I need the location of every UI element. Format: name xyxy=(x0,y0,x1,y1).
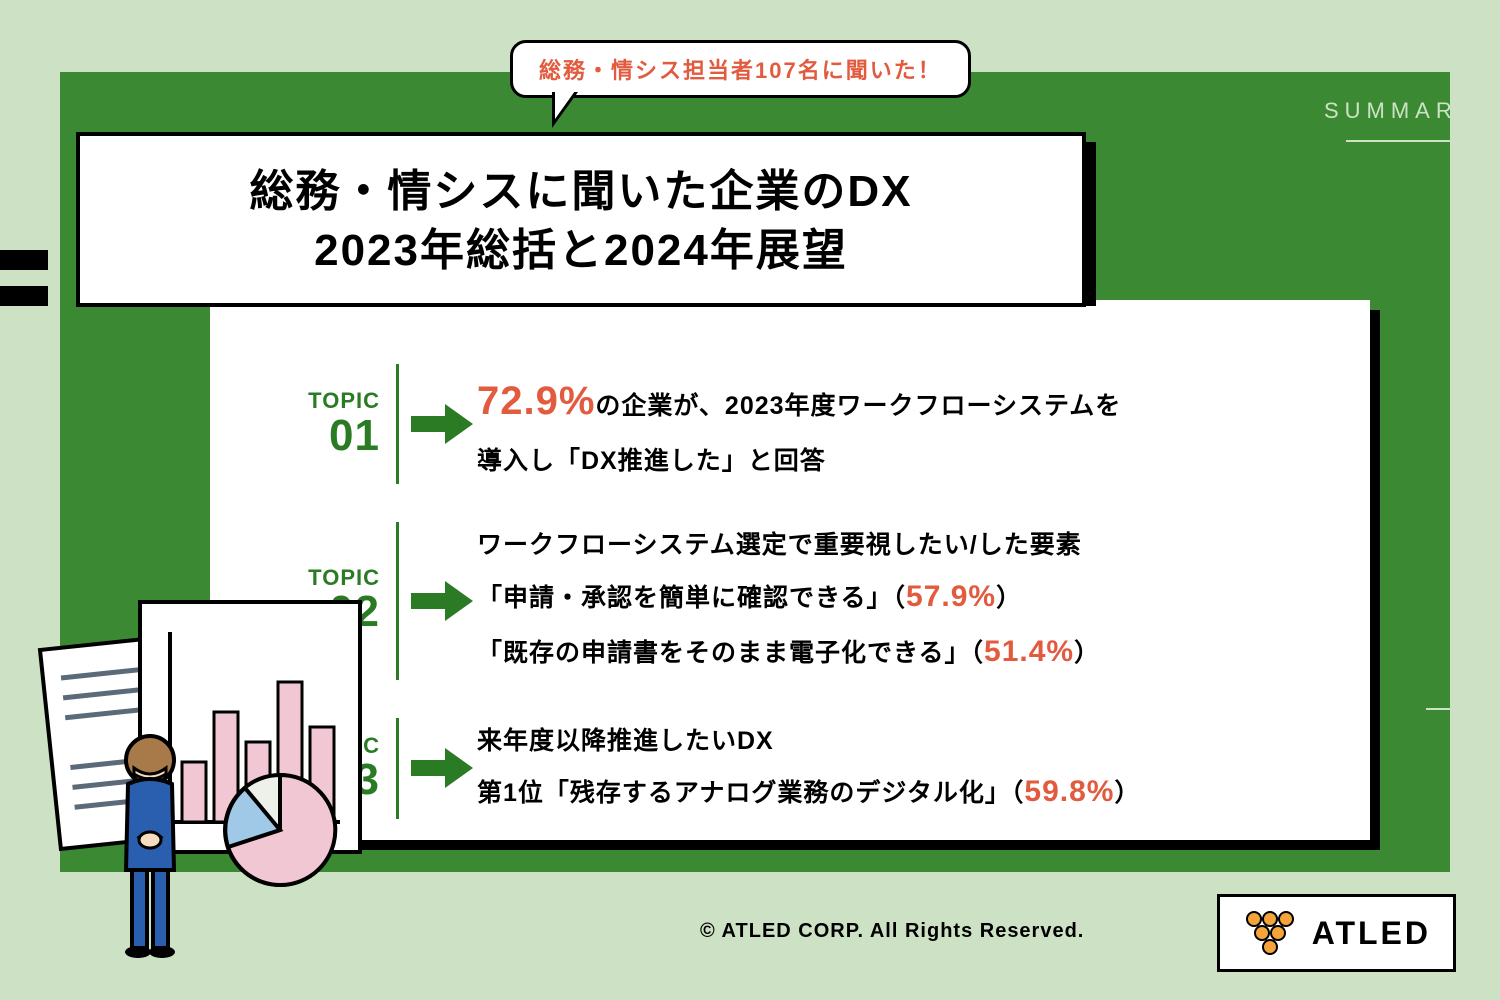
topic-body: 来年度以降推進したいDX 第1位「残存するアナログ業務のデジタル化」（59.8%… xyxy=(477,718,1330,820)
arrow-icon xyxy=(407,748,477,788)
topic-text: の企業が、2023年度ワークフローシステムを xyxy=(595,392,1121,420)
topic-text: ） xyxy=(996,584,1022,612)
logo-text: ATLED xyxy=(1312,915,1431,952)
percentage-highlight: 59.8% xyxy=(1024,775,1114,808)
title-line-2: 2023年総括と2024年展望 xyxy=(100,221,1062,280)
summary-line xyxy=(1464,140,1466,710)
topic-num: 01 xyxy=(329,411,380,460)
topic-word: TOPIC xyxy=(250,389,380,412)
topic-row-02: TOPIC 02 ワークフローシステム選定で重要視したい/した要素 「申請・承認… xyxy=(250,522,1330,679)
percentage-highlight: 51.4% xyxy=(984,635,1074,668)
topic-text: 「既存の申請書をそのまま電子化できる」（ xyxy=(477,639,984,667)
topic-text: 「申請・承認を簡単に確認できる」（ xyxy=(477,584,906,612)
atled-logo-icon xyxy=(1242,909,1298,957)
topic-body: ワークフローシステム選定で重要視したい/した要素 「申請・承認を簡単に確認できる… xyxy=(477,522,1330,679)
logo-box: ATLED xyxy=(1217,894,1456,972)
summary-line xyxy=(1426,708,1466,710)
topic-row-01: TOPIC 01 72.9%の企業が、2023年度ワークフローシステムを 導入し… xyxy=(250,364,1330,484)
illustration xyxy=(30,570,410,950)
copyright: © ATLED CORP. All Rights Reserved. xyxy=(700,920,1084,943)
percentage-highlight: 72.9% xyxy=(477,379,595,423)
topic-body: 72.9%の企業が、2023年度ワークフローシステムを 導入し「DX推進した」と… xyxy=(477,364,1330,484)
percentage-highlight: 57.9% xyxy=(906,580,996,613)
topic-label: TOPIC 01 xyxy=(250,389,380,458)
topic-text: ワークフローシステム選定で重要視したい/した要素 xyxy=(477,531,1082,559)
summary-label: SUMMARY xyxy=(1324,98,1478,124)
topic-text: 来年度以降推進したいDX xyxy=(477,727,774,755)
speech-bubble: 総務・情シス担当者107名に聞いた！ xyxy=(510,40,971,98)
topic-text: 導入し「DX推進した」と回答 xyxy=(477,447,826,475)
summary-line xyxy=(1346,140,1466,142)
left-accent-bars xyxy=(0,250,48,322)
arrow-icon xyxy=(407,581,477,621)
topic-text: ） xyxy=(1074,639,1100,667)
arrow-icon xyxy=(407,404,477,444)
topic-text: ） xyxy=(1114,779,1140,807)
topic-row-03: TOPIC 03 来年度以降推進したいDX 第1位「残存するアナログ業務のデジタ… xyxy=(250,718,1330,820)
topic-divider xyxy=(396,364,399,484)
speech-bubble-text: 総務・情シス担当者107名に聞いた！ xyxy=(539,58,942,83)
topic-text: 第1位「残存するアナログ業務のデジタル化」（ xyxy=(477,779,1024,807)
title-line-1: 総務・情シスに聞いた企業のDX xyxy=(100,162,1062,221)
title-box: 総務・情シスに聞いた企業のDX 2023年総括と2024年展望 xyxy=(76,132,1086,307)
